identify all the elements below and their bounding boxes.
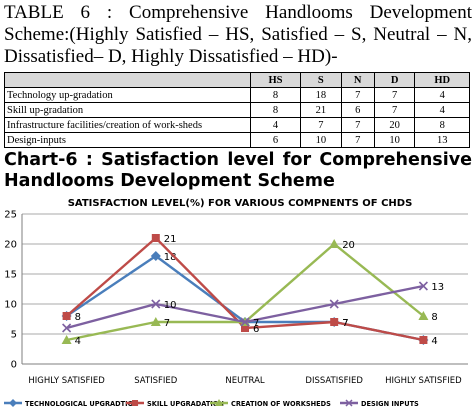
y-tick-label: 5 — [11, 330, 17, 341]
row-label: Technology up-gradation — [4, 87, 251, 103]
satisfaction-table: HS S N D HD Technology up-gradation 8 18… — [4, 72, 470, 148]
cell-value: 7 — [340, 132, 375, 148]
data-point — [151, 299, 161, 309]
legend-label: CREATION OF WORKSHEDS — [231, 400, 331, 408]
x-tick-label: HIGHLY SATISFIED — [28, 376, 105, 386]
data-label: 7 — [342, 318, 348, 329]
data-label: 4 — [431, 336, 437, 347]
cell-value: 6 — [250, 132, 301, 148]
data-label: 18 — [164, 252, 177, 263]
cell-value: 7 — [373, 102, 416, 118]
x-tick-label: HIGHLY SATISFIED — [385, 376, 462, 386]
y-tick-label: 25 — [4, 210, 17, 221]
table-title-line-1: TABLE 6 : Comprehensive Handlooms Develo… — [4, 2, 472, 23]
data-point — [62, 312, 71, 320]
cell-value: 20 — [373, 117, 416, 133]
data-point — [151, 234, 160, 242]
legend-marker — [215, 399, 223, 406]
cell-value: 8 — [250, 87, 301, 103]
data-label: 8 — [431, 312, 437, 323]
legend-label: SKILL UPGRADATION — [147, 400, 224, 408]
table-row: Technology up-gradation 8 18 7 7 4 — [4, 87, 470, 103]
chart-heading-line-2: Handlooms Development Scheme — [4, 171, 335, 191]
data-label: 8 — [75, 312, 81, 323]
legend-marker — [9, 399, 17, 407]
data-point — [330, 318, 339, 326]
header-hd: HD — [414, 72, 470, 88]
row-label: Infrastructure facilities/creation of wo… — [4, 117, 251, 133]
x-tick-label: DISSATISFIED — [305, 376, 363, 386]
data-point — [418, 281, 428, 291]
data-label: 13 — [431, 282, 444, 293]
data-label: 21 — [164, 234, 177, 245]
data-point — [419, 336, 428, 344]
y-tick-label: 10 — [4, 300, 17, 311]
header-hs: HS — [250, 72, 301, 88]
data-point — [150, 251, 161, 261]
y-tick-label: 20 — [4, 240, 17, 251]
data-label: 20 — [342, 240, 355, 251]
header-n: N — [340, 72, 375, 88]
x-tick-label: SATISFIED — [134, 376, 178, 386]
row-label: Skill up-gradation — [4, 102, 251, 118]
cell-value: 4 — [250, 117, 301, 133]
legend-marker — [132, 400, 138, 406]
data-point — [418, 311, 429, 320]
row-label: Design-inputs — [4, 132, 251, 148]
table-row: Skill up-gradation 8 21 6 7 4 — [4, 102, 470, 118]
table-title-line-3: Dissatisfied– D, Highly Dissatisfied – H… — [4, 46, 338, 67]
legend-marker — [345, 399, 353, 407]
table-row: Infrastructure facilities/creation of wo… — [4, 117, 470, 133]
data-label: 10 — [164, 300, 177, 311]
cell-value: 4 — [414, 87, 470, 103]
data-point — [150, 317, 161, 326]
data-point — [329, 239, 340, 248]
x-tick-label: NEUTRAL — [225, 376, 265, 386]
cell-value: 6 — [340, 102, 375, 118]
satisfaction-line-chart: SATISFACTION LEVEL(%) FOR VARIOUS COMPNE… — [4, 198, 468, 408]
data-label: 4 — [75, 336, 81, 347]
data-point — [240, 317, 250, 327]
data-point — [61, 335, 72, 344]
data-point — [241, 324, 249, 332]
cell-value: 8 — [250, 102, 301, 118]
data-label: 6 — [253, 324, 259, 335]
cell-value: 21 — [299, 102, 342, 118]
table-title-line-2: Scheme:(Highly Satisfied – HS, Satisfied… — [4, 24, 472, 45]
header-s: S — [299, 72, 342, 88]
cell-value: 18 — [299, 87, 342, 103]
table-row: Design-inputs 6 10 7 10 13 — [4, 132, 470, 148]
data-point — [329, 299, 339, 309]
cell-value: 4 — [414, 102, 470, 118]
legend-label: DESIGN INPUTS — [361, 400, 419, 408]
header-blank-cell — [4, 72, 251, 88]
cell-value: 7 — [340, 87, 375, 103]
data-label: 7 — [253, 318, 259, 329]
data-label: 7 — [164, 318, 170, 329]
chart-title: SATISFACTION LEVEL(%) FOR VARIOUS COMPNE… — [68, 198, 413, 209]
cell-value: 7 — [373, 87, 416, 103]
y-tick-label: 0 — [11, 360, 17, 371]
cell-value: 7 — [299, 117, 342, 133]
legend-label: TECHNOLOGICAL UPGRADTION — [25, 400, 139, 408]
data-point — [62, 323, 72, 333]
cell-value: 7 — [340, 117, 375, 133]
y-tick-label: 15 — [4, 270, 17, 281]
cell-value: 13 — [414, 132, 470, 148]
header-d: D — [373, 72, 416, 88]
chart-heading-line-1: Chart-6 : Satisfaction level for Compreh… — [4, 150, 472, 170]
cell-value: 8 — [414, 117, 470, 133]
cell-value: 10 — [373, 132, 416, 148]
cell-value: 10 — [299, 132, 342, 148]
table-header-row: HS S N D HD — [4, 72, 470, 88]
